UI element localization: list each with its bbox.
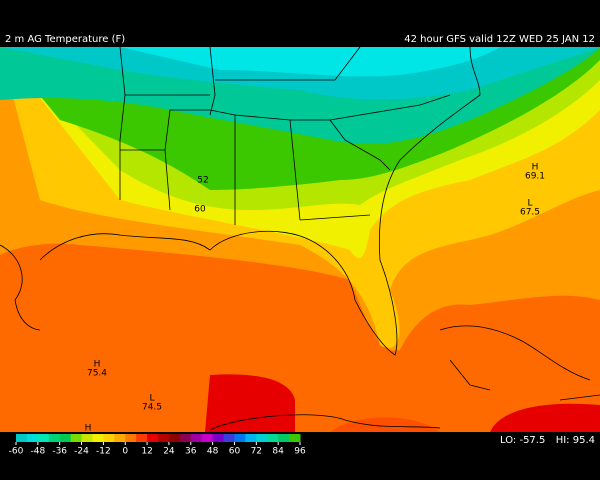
colorbar-swatch <box>48 434 61 442</box>
colorbar-swatch <box>267 434 279 442</box>
colorbar-label: 72 <box>251 447 262 457</box>
map-label: 67.5 <box>520 208 540 218</box>
colorbar-label: 60 <box>229 447 241 457</box>
colorbar-swatch <box>179 434 192 442</box>
colorbar-label: 96 <box>294 447 306 457</box>
colorbar-swatch <box>223 434 235 442</box>
colorbar-swatch <box>70 434 83 442</box>
boundaries <box>0 46 600 431</box>
colorbar-label: 0 <box>122 447 128 457</box>
map-label: 69.1 <box>525 172 545 182</box>
colorbar-label: -48 <box>30 447 45 457</box>
colorbar-label: 36 <box>185 447 197 457</box>
map-label: H <box>85 424 92 434</box>
map-label: 74.5 <box>142 403 162 413</box>
colorbar-swatch <box>125 434 137 442</box>
colorbar-label: -36 <box>52 447 67 457</box>
colorbar-swatch <box>103 434 115 442</box>
colorbar-swatch <box>245 434 257 442</box>
map-label: H <box>94 360 101 370</box>
colorbar-swatch <box>92 434 104 442</box>
colorbar-swatch <box>26 434 39 442</box>
colorbar-swatch <box>158 434 170 442</box>
colorbar-swatch <box>278 434 290 442</box>
map-label: L <box>527 199 532 209</box>
colorbar-swatch <box>114 434 126 442</box>
colorbar-label: 12 <box>141 447 152 457</box>
colorbar-swatch <box>212 434 225 442</box>
map-label: 75.4 <box>87 369 107 379</box>
valid-time: 42 hour GFS valid 12Z WED 25 JAN 12 <box>404 34 595 45</box>
colorbar-swatch <box>37 434 50 442</box>
colorbar-swatch <box>16 434 28 442</box>
colorbar-swatch <box>81 434 93 442</box>
colorbar-swatch <box>256 434 268 442</box>
colorbar-swatch <box>289 434 301 442</box>
colorbar-swatch <box>136 434 148 442</box>
colorbar-swatch <box>234 434 246 442</box>
map-label: H <box>532 163 539 173</box>
hi-stat: HI: 95.4 <box>556 435 595 446</box>
map-label: 60 <box>194 205 206 215</box>
colorbar-label: 24 <box>163 447 175 457</box>
colorbar-label: -12 <box>96 447 111 457</box>
colorbar-swatch <box>147 434 159 442</box>
colorbar-label: 48 <box>207 447 219 457</box>
colorbar-label: 84 <box>272 447 284 457</box>
map-label: 52 <box>197 176 208 186</box>
colorbar-swatch <box>59 434 72 442</box>
temperature-field <box>0 47 600 432</box>
colorbar-swatch <box>168 434 181 442</box>
colorbar-swatch <box>201 434 214 442</box>
lo-stat: LO: -57.5 <box>500 435 545 446</box>
map-label: L <box>149 394 154 404</box>
colorbar-swatch <box>190 434 203 442</box>
colorbar-label: -24 <box>74 447 89 457</box>
map-title: 2 m AG Temperature (F) <box>5 34 125 45</box>
colorbar-label: -60 <box>9 447 24 457</box>
